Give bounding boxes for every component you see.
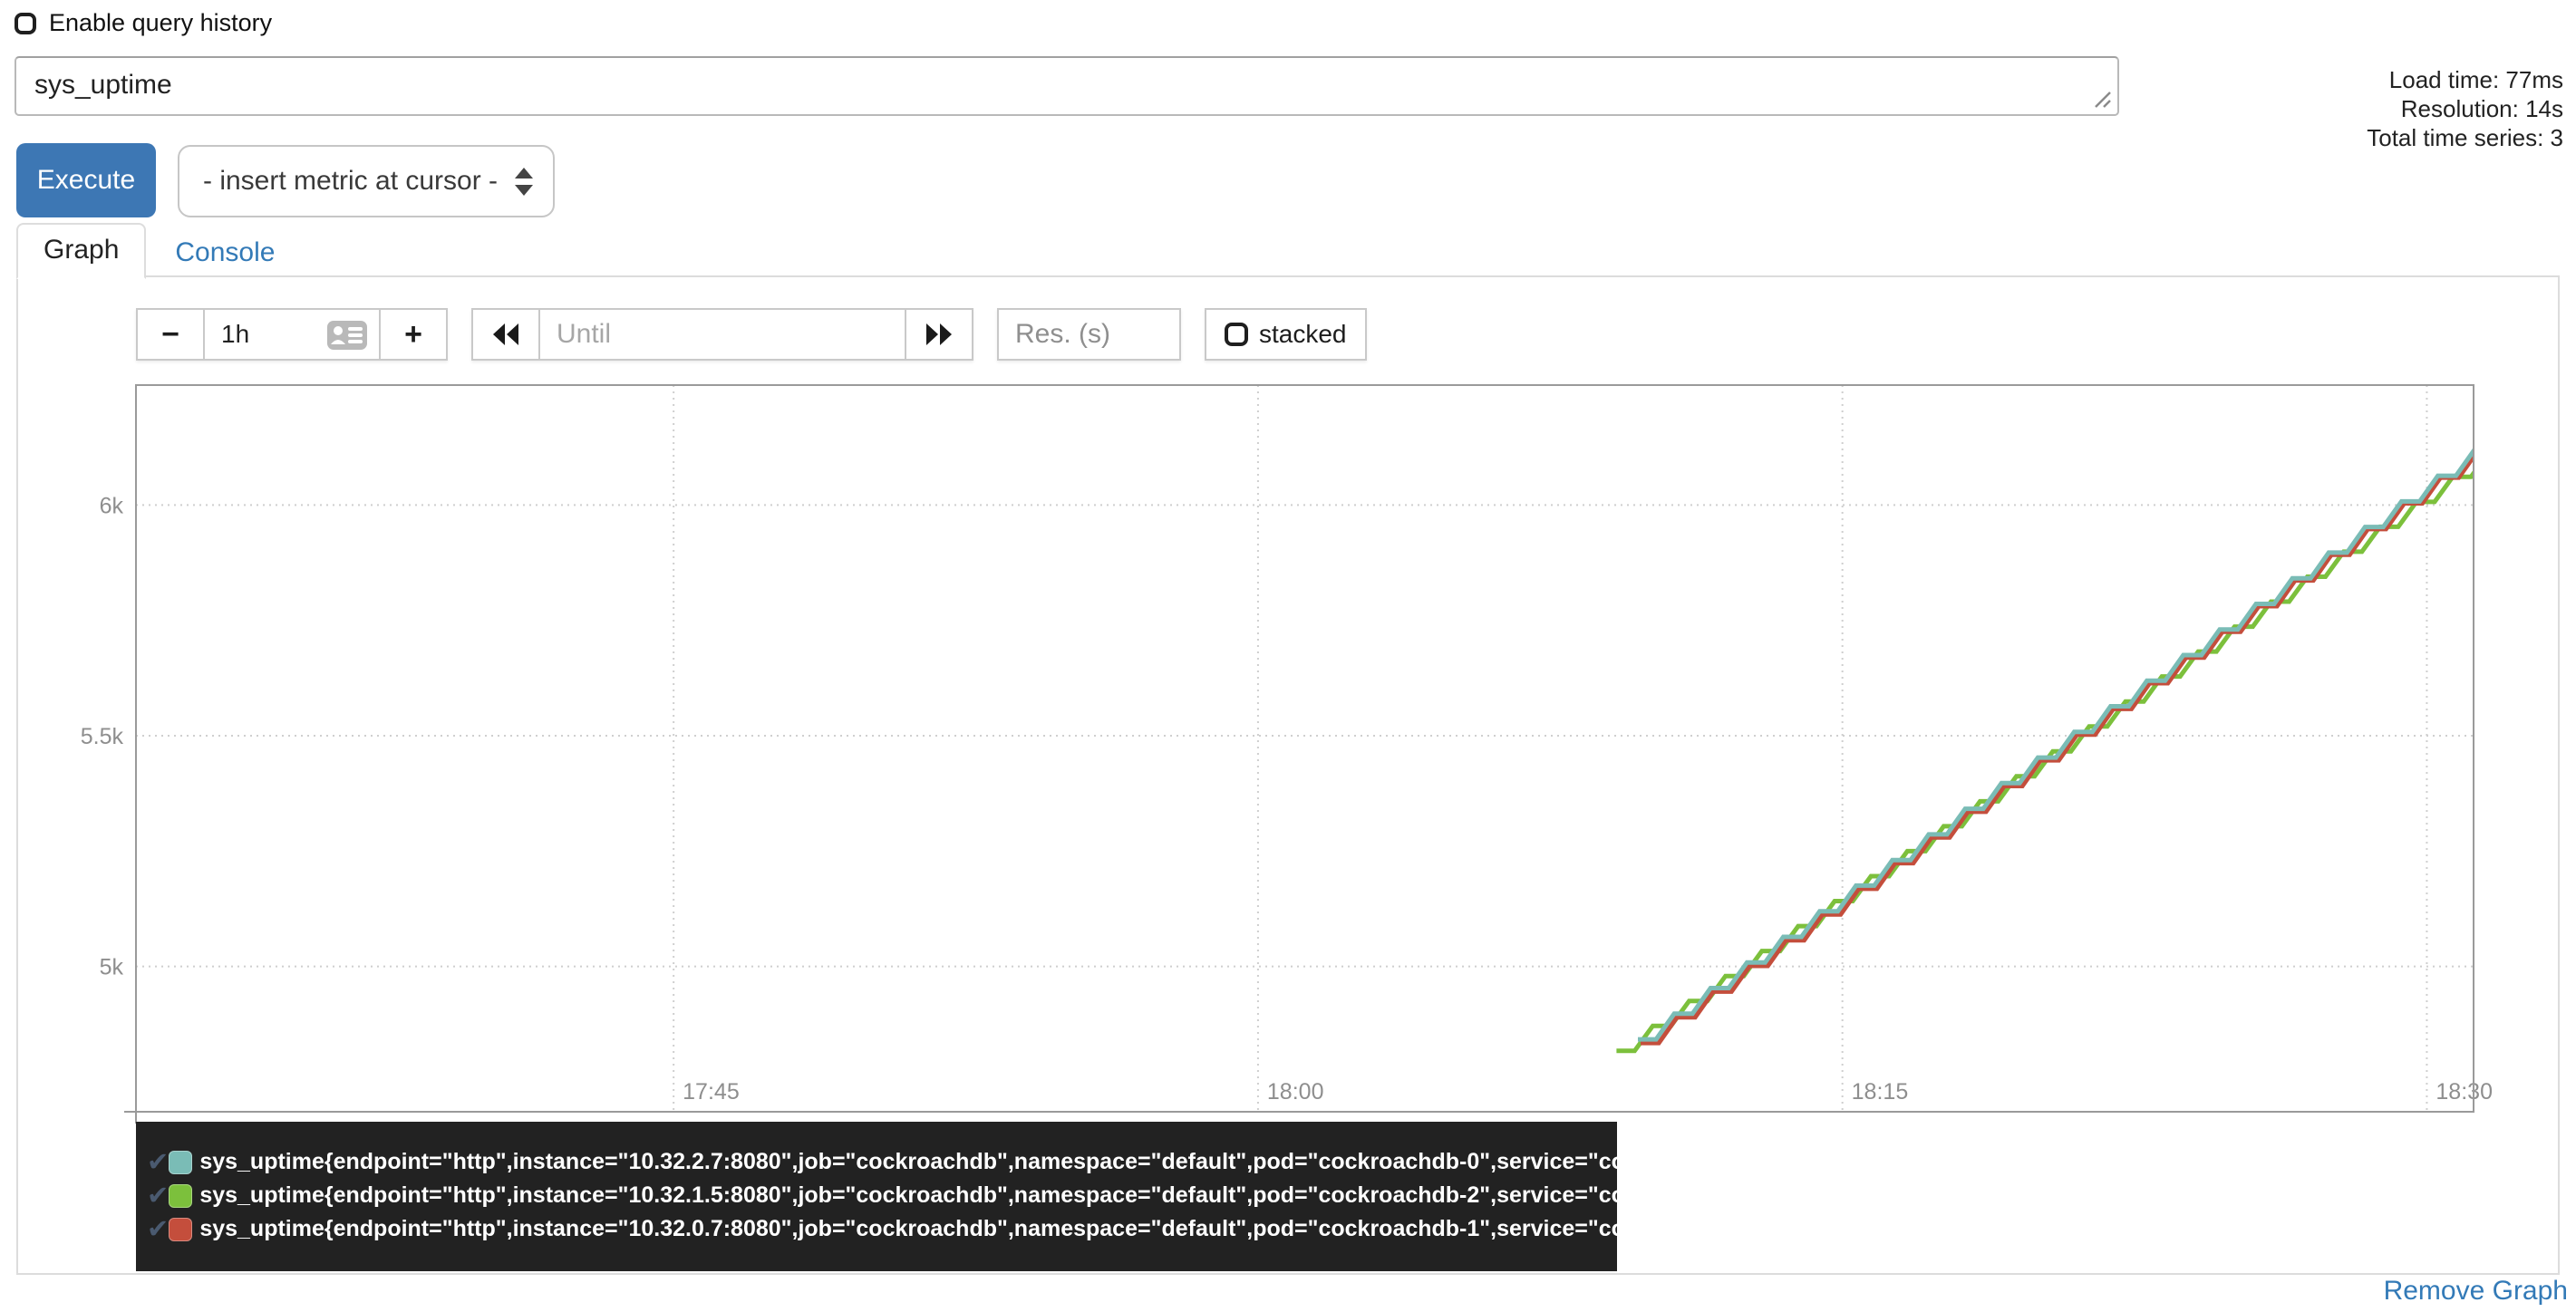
range-increase-button[interactable]: + (381, 310, 446, 359)
x-tick-label: 18:30 (2436, 1079, 2493, 1105)
uptime-chart[interactable]: 5k 5.5k 6k 17:45 18:00 18:15 18:30 (18, 277, 2558, 1273)
legend-swatch (169, 1217, 193, 1241)
legend-swatch (169, 1183, 193, 1208)
divider (905, 310, 906, 359)
query-input[interactable]: sys_uptime (15, 56, 2119, 116)
graph-console-tabs: Graph Console (16, 223, 280, 279)
query-editor: sys_uptime (15, 56, 2119, 116)
y-tick-label: 5.5k (81, 724, 124, 749)
load-time: Load time: 77ms (2388, 66, 2563, 93)
tab-graph[interactable]: Graph (16, 223, 147, 279)
enable-query-history[interactable]: Enable query history (15, 9, 272, 37)
series-line-cockroachdb-2 (10.32.1.5:8080) (1616, 469, 2474, 1054)
until-input[interactable] (540, 310, 905, 359)
select-arrows-icon (515, 167, 533, 196)
check-icon: ✔ (147, 1215, 169, 1244)
total-time-series: Total time series: 3 (2367, 124, 2563, 151)
legend-item[interactable]: ✔ sys_uptime{endpoint="http",instance="10… (147, 1212, 1759, 1246)
divider (538, 310, 540, 359)
insert-metric-select[interactable]: - insert metric at cursor - (178, 145, 555, 217)
insert-metric-value: - insert metric at cursor - (203, 166, 499, 196)
range-control-group: − + (136, 308, 448, 361)
execute-button[interactable]: Execute (16, 143, 156, 217)
plot-border (135, 384, 2474, 1113)
enable-query-history-checkbox[interactable] (15, 12, 36, 34)
enable-query-history-label: Enable query history (49, 9, 273, 36)
legend-label: sys_uptime{endpoint="http",instance="10.… (199, 1149, 1759, 1174)
legend-item[interactable]: ✔ sys_uptime{endpoint="http",instance="10… (147, 1179, 1759, 1212)
legend-label: sys_uptime{endpoint="http",instance="10.… (199, 1216, 1759, 1241)
stacked-label: stacked (1259, 320, 1347, 348)
time-control-group (471, 308, 973, 361)
x-tick-label: 18:15 (1852, 1079, 1909, 1105)
y-tick-label: 6k (100, 493, 124, 518)
legend-swatch (169, 1150, 193, 1174)
resolution-input[interactable] (999, 310, 1179, 359)
fast-forward-icon (926, 323, 952, 345)
query-stats: Load time: 77ms Resolution: 14s Total ti… (2367, 65, 2563, 152)
series-line-cockroachdb-0 (10.32.2.7:8080) (1638, 448, 2474, 1042)
tab-console[interactable]: Console (175, 237, 276, 267)
graph-controls: − + (136, 308, 1367, 361)
graph-panel: − + (16, 275, 2560, 1275)
rewind-icon (493, 323, 518, 345)
resolution-control-group (997, 308, 1181, 361)
y-tick-label: 5k (100, 955, 124, 980)
time-back-button[interactable] (473, 310, 538, 359)
range-input-wrap (205, 310, 379, 359)
divider (203, 310, 205, 359)
stacked-checkbox[interactable] (1225, 323, 1248, 346)
stacked-control-group[interactable]: stacked (1205, 308, 1367, 361)
check-icon: ✔ (147, 1148, 169, 1177)
check-icon: ✔ (147, 1182, 169, 1211)
x-tick-label: 17:45 (683, 1079, 740, 1105)
x-tick-label: 18:00 (1267, 1079, 1324, 1105)
autofill-contact-icon[interactable] (326, 320, 368, 351)
chart-legend: ✔ sys_uptime{endpoint="http",instance="10… (136, 1122, 1759, 1271)
range-decrease-button[interactable]: − (138, 310, 203, 359)
divider (379, 310, 381, 359)
legend-label: sys_uptime{endpoint="http",instance="10.… (199, 1182, 1759, 1208)
remove-graph-link[interactable]: Remove Graph (2383, 1276, 2568, 1306)
legend-item[interactable]: ✔ sys_uptime{endpoint="http",instance="10… (147, 1145, 1759, 1179)
time-forward-button[interactable] (906, 310, 972, 359)
resolution: Resolution: 14s (2400, 95, 2563, 122)
